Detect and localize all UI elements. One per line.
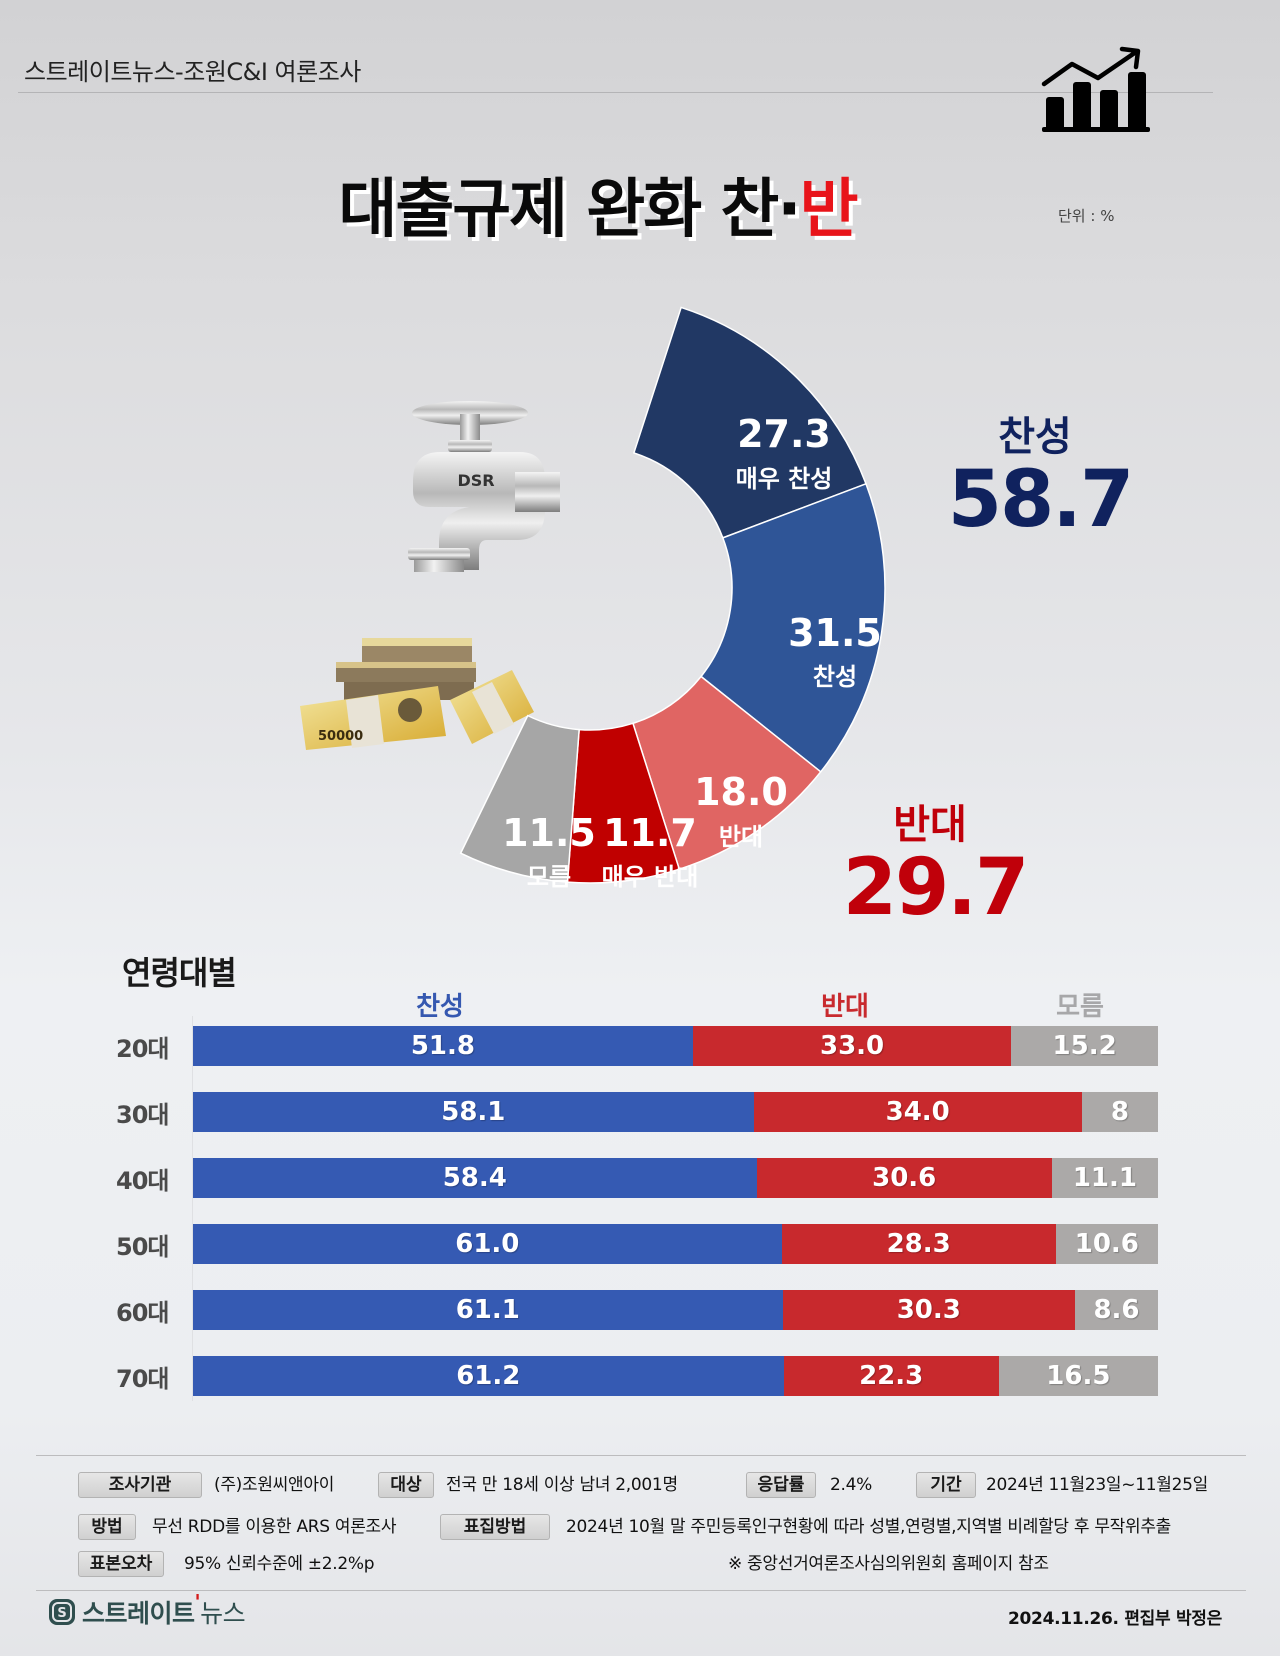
segment-label-unknown: 모름: [527, 863, 571, 891]
target-value: 전국 만 18세 이상 남녀 2,001명: [446, 1475, 678, 1495]
reference-note: ※ 중앙선거여론조사심의위원회 홈페이지 참조: [728, 1554, 1049, 1574]
segment-value-against: 18.0: [694, 770, 788, 814]
age-label: 30대: [116, 1101, 169, 1129]
footer-divider: [36, 1590, 1246, 1591]
axis-line: [192, 1016, 193, 1401]
credit-line: 2024.11.26. 편집부 박정은: [1008, 1609, 1222, 1629]
bar-unknown: 15.2: [1011, 1026, 1158, 1066]
methodology-row-3: 표본오차 95% 신뢰수준에 ±2.2%p ※ 중앙선거여론조사심의위원회 홈페…: [0, 1551, 1280, 1579]
total-for-label: 찬성: [998, 414, 1072, 460]
legend-for: 찬성: [416, 992, 464, 1022]
sampling-value: 2024년 10월 말 주민등록인구현황에 따라 성별,연령별,지역별 비례할당…: [566, 1517, 1172, 1537]
methodology-divider: [36, 1455, 1246, 1456]
segment-label-against: 반대: [719, 823, 763, 851]
header-divider: [18, 92, 1213, 93]
method-tag: 방법: [78, 1514, 136, 1540]
segment-label-for: 찬성: [813, 663, 857, 691]
method-value: 무선 RDD를 이용한 ARS 여론조사: [152, 1517, 397, 1537]
logo-mark-icon: S: [49, 1599, 75, 1625]
bar-unknown: 8.6: [1075, 1290, 1158, 1330]
period-value: 2024년 11월23일~11월25일: [986, 1475, 1208, 1495]
age-row: 60대 61.1 30.3 8.6: [110, 1290, 1190, 1330]
period-tag: 기간: [916, 1472, 976, 1498]
segment-label-very-against: 매우 반대: [602, 863, 699, 891]
stacked-bar: 61.2 22.3 16.5: [193, 1356, 1158, 1396]
segment-label-very-for: 매우 찬성: [736, 465, 833, 493]
logo-text: 스트레이트'뉴스: [82, 1590, 246, 1628]
bar-against: 28.3: [781, 1224, 1056, 1264]
stacked-bar: 61.1 30.3 8.6: [193, 1290, 1158, 1330]
age-label: 20대: [116, 1035, 169, 1063]
methodology-row-2: 방법 무선 RDD를 이용한 ARS 여론조사 표집방법 2024년 10월 말…: [0, 1514, 1280, 1542]
age-section-title: 연령대별: [122, 954, 237, 992]
half-donut-chart: 27.3 매우 찬성 31.5 찬성 18.0 반대 11.7 매우 반대 11…: [459, 306, 886, 891]
faucet-icon: DSR: [408, 401, 560, 572]
age-row: 50대 61.0 28.3 10.6: [110, 1224, 1190, 1264]
bar-against: 33.0: [692, 1026, 1012, 1066]
legend-against: 반대: [821, 992, 869, 1022]
age-label: 50대: [116, 1233, 169, 1261]
bar-for: 58.4: [193, 1158, 757, 1198]
total-against-value: 29.7: [842, 843, 1029, 933]
bar-against: 30.6: [756, 1158, 1052, 1198]
title-text-red: 반: [799, 173, 859, 247]
legend-unknown: 모름: [1056, 992, 1104, 1022]
stacked-bar: 61.0 28.3 10.6: [193, 1224, 1158, 1264]
segment-value-very-for: 27.3: [737, 412, 831, 456]
bar-unknown: 16.5: [998, 1356, 1158, 1396]
svg-text:S: S: [57, 1606, 66, 1621]
segment-labels: 27.3 매우 찬성 31.5 찬성 18.0 반대 11.7 매우 반대 11…: [502, 412, 882, 891]
straight-news-logo: S 스트레이트'뉴스: [48, 1590, 246, 1628]
segment-unknown: [459, 714, 580, 883]
poll-source-title: 스트레이트뉴스-조원C&I 여론조사: [24, 58, 361, 86]
stacked-bar: 51.8 33.0 15.2: [193, 1026, 1158, 1066]
age-row: 30대 58.1 34.0 8: [110, 1092, 1190, 1132]
age-label: 70대: [116, 1365, 169, 1393]
bar-for: 61.0: [193, 1224, 782, 1264]
unit-label: 단위 : %: [1058, 207, 1115, 225]
title-text: 대출규제 완화 찬·: [338, 173, 802, 247]
faucet-money-illustration: DSR 50000: [300, 401, 560, 750]
bar-for: 61.1: [193, 1290, 783, 1330]
age-label: 40대: [116, 1167, 169, 1195]
age-row: 70대 61.2 22.3 16.5: [110, 1356, 1190, 1396]
page-title: 대출규제 완화 찬·반: [0, 158, 1195, 250]
bar-against: 22.3: [783, 1356, 999, 1396]
segment-value-for: 31.5: [788, 611, 882, 655]
donut-segments: [459, 306, 886, 884]
segment-very-for: [632, 306, 867, 539]
chart-growth-icon: [1041, 46, 1150, 132]
money-stack-icon: 50000: [300, 638, 534, 750]
bar-for: 61.2: [193, 1356, 784, 1396]
bar-unknown: 11.1: [1051, 1158, 1158, 1198]
bar-unknown: 8: [1081, 1092, 1158, 1132]
age-row: 20대 51.8 33.0 15.2: [110, 1026, 1190, 1066]
segment-value-very-against: 11.7: [603, 811, 697, 855]
margin-error-value: 95% 신뢰수준에 ±2.2%p: [184, 1554, 375, 1574]
response-rate-value: 2.4%: [830, 1475, 872, 1495]
age-label: 60대: [116, 1299, 169, 1327]
stacked-bar: 58.1 34.0 8: [193, 1092, 1158, 1132]
total-for-value: 58.7: [947, 455, 1134, 545]
bar-for: 58.1: [193, 1092, 754, 1132]
bar-against: 30.3: [782, 1290, 1075, 1330]
age-row: 40대 58.4 30.6 11.1: [110, 1158, 1190, 1198]
segment-for: [700, 482, 886, 773]
stacked-bar: 58.4 30.6 11.1: [193, 1158, 1158, 1198]
response-rate-tag: 응답률: [746, 1472, 816, 1498]
bar-against: 34.0: [753, 1092, 1082, 1132]
bar-unknown: 10.6: [1055, 1224, 1158, 1264]
svg-text:50000: 50000: [318, 729, 363, 744]
total-against-label: 반대: [893, 802, 967, 848]
agency-tag: 조사기관: [78, 1472, 202, 1498]
margin-error-tag: 표본오차: [78, 1551, 164, 1577]
segment-value-unknown: 11.5: [502, 811, 596, 855]
target-tag: 대상: [378, 1472, 434, 1498]
svg-text:DSR: DSR: [457, 471, 494, 490]
methodology-row-1: 조사기관 (주)조원씨앤아이 대상 전국 만 18세 이상 남녀 2,001명 …: [0, 1472, 1280, 1500]
sampling-tag: 표집방법: [440, 1514, 550, 1540]
agency-value: (주)조원씨앤아이: [214, 1475, 335, 1495]
bar-for: 51.8: [193, 1026, 693, 1066]
